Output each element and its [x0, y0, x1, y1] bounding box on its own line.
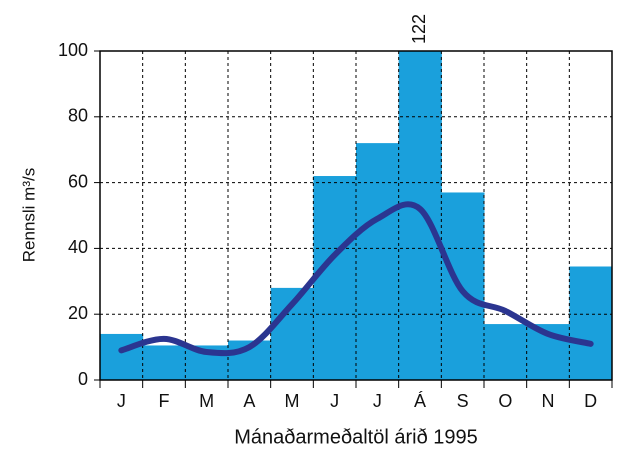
bar: [398, 51, 442, 380]
x-tick-label: A: [243, 391, 255, 411]
y-tick-label: 80: [68, 106, 88, 126]
x-tick-label: F: [159, 391, 170, 411]
line: [118, 201, 594, 357]
y-tick-label: 60: [68, 171, 88, 191]
y-tick-label: 20: [68, 303, 88, 323]
y-axis-label: Rennsli m³/s: [19, 168, 38, 262]
y-tick-label: 100: [58, 40, 88, 60]
x-tick-label: Á: [414, 391, 426, 411]
x-tick-label: J: [330, 391, 339, 411]
y-tick-label: 0: [78, 369, 88, 389]
bar: [100, 333, 144, 380]
x-tick-label: N: [542, 391, 555, 411]
x-axis-label: Mánaðarmeðaltöl árið 1995: [234, 426, 478, 448]
bar: [313, 176, 357, 380]
bar: [356, 143, 400, 380]
bar: [441, 192, 485, 380]
x-tick-label: S: [457, 391, 469, 411]
value-label: 122: [409, 14, 429, 44]
y-tick-label: 40: [68, 237, 88, 257]
x-tick-label: O: [498, 391, 512, 411]
bar: [142, 345, 186, 380]
x-tick-label: D: [584, 391, 597, 411]
x-tick-label: J: [117, 391, 126, 411]
bar: [484, 324, 528, 380]
x-tick-label: J: [373, 391, 382, 411]
x-tick-label: M: [199, 391, 214, 411]
x-tick-label: M: [285, 391, 300, 411]
plot-frame: [99, 50, 613, 381]
bar: [569, 266, 613, 380]
